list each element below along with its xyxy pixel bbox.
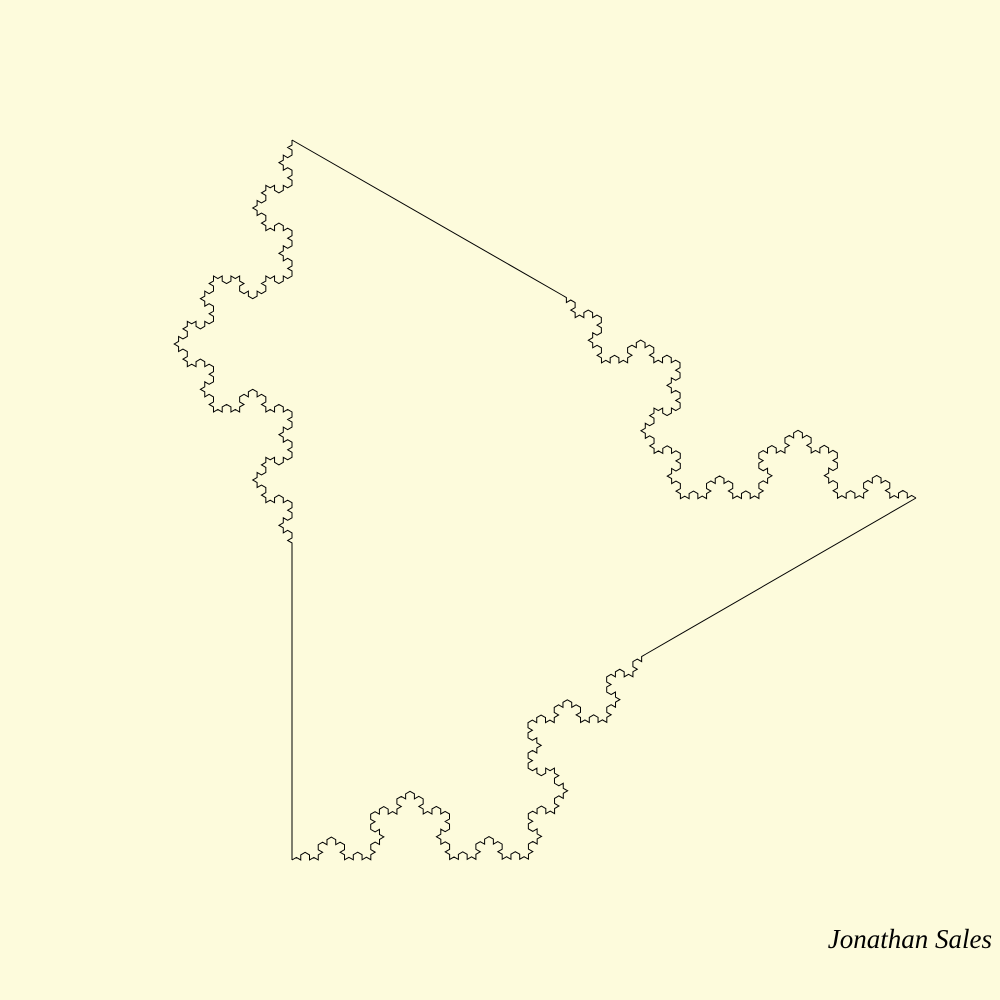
author-signature: Jonathan Sales [827,924,992,954]
koch-curve-left [173,140,293,548]
straight-edge-right [645,497,917,655]
straight-edge-top [291,139,563,296]
koch-curve-bottom [291,653,647,861]
koch-curve-middle [561,294,917,500]
